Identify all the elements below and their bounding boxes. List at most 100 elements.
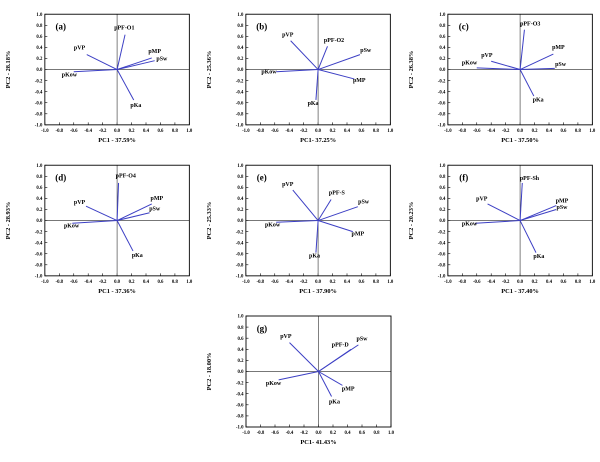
y-tick-label: 1.0 bbox=[36, 164, 43, 169]
vector-pMP bbox=[519, 205, 557, 221]
vector-label-pKa: pKa bbox=[533, 254, 544, 260]
x-tick-label: 0.0 bbox=[316, 431, 323, 436]
y-tick-label: -0.2 bbox=[437, 79, 445, 84]
y-axis-label: PC2 - 20.23% bbox=[408, 202, 415, 240]
plot-frame bbox=[447, 164, 593, 277]
vector-pMP bbox=[318, 69, 355, 80]
vector-label-pKow: pKow bbox=[266, 381, 282, 387]
vector-label-pMP: pMP bbox=[555, 198, 568, 204]
y-tick-label: 0.2 bbox=[439, 208, 446, 213]
vector-label-pKa: pKa bbox=[130, 103, 141, 109]
vector-pKa bbox=[315, 69, 319, 100]
y-tick-label: -0.2 bbox=[437, 230, 445, 235]
x-tick-label: 0.6 bbox=[157, 129, 164, 134]
vector-pPF-D bbox=[318, 348, 352, 372]
loading-vectors: pPF-O4 pMP pVP pSw pKow pKa bbox=[64, 173, 164, 259]
vector-label-pVP: pVP bbox=[481, 53, 493, 59]
x-tick-label: 1.0 bbox=[589, 129, 596, 134]
vector-pKow bbox=[276, 69, 319, 73]
y-tick-label: 0.6 bbox=[238, 186, 245, 191]
y-tick-label: 0.0 bbox=[439, 68, 446, 73]
loading-vectors: pPF-O1 pVP pMP pSw pKow pKa bbox=[62, 26, 168, 109]
vector-label-pMP: pMP bbox=[353, 78, 366, 84]
vector-pVP bbox=[487, 203, 520, 221]
y-tick-label: -0.4 bbox=[236, 90, 244, 95]
x-tick-label: 0.4 bbox=[344, 129, 351, 134]
vector-pPF-S bbox=[318, 199, 332, 221]
vector-pKow bbox=[72, 220, 118, 224]
y-tick-label: 1.0 bbox=[439, 164, 446, 169]
x-tick-label: -1.0 bbox=[444, 280, 452, 285]
x-tick-label: -0.8 bbox=[257, 129, 265, 134]
x-tick-label: 0.6 bbox=[157, 280, 164, 285]
x-tick-label: 0.6 bbox=[359, 431, 366, 436]
x-tick-label: 0.0 bbox=[315, 129, 322, 134]
x-tick-label: -0.4 bbox=[286, 280, 294, 285]
vector-pKa bbox=[318, 371, 332, 397]
vector-label-pVP: pVP bbox=[280, 334, 292, 340]
y-tick-label: 0.0 bbox=[439, 219, 446, 224]
x-tick-label: 1.0 bbox=[186, 129, 193, 134]
x-axis-label: PC1 - 37.59% bbox=[98, 137, 136, 144]
x-tick-label: -0.6 bbox=[271, 129, 279, 134]
x-tick-label: -0.2 bbox=[300, 431, 308, 436]
vector-pKow bbox=[276, 220, 319, 223]
vector-pVP bbox=[290, 40, 319, 70]
panel-letter: (f) bbox=[459, 173, 468, 183]
vector-label-pKa: pKa bbox=[308, 101, 319, 107]
x-tick-label: 1.0 bbox=[388, 280, 395, 285]
x-tick-label: -0.8 bbox=[56, 129, 64, 134]
panel-letter: (b) bbox=[257, 22, 268, 32]
x-tick-label: -0.6 bbox=[70, 129, 78, 134]
pca-panel-d: -1.0-1.0 -0.8 -0.8 -0.6 -0.6 -0.4 -0.4 -0.2 -0.2… bbox=[5, 164, 193, 295]
y-tick-label: -0.6 bbox=[437, 252, 445, 257]
vector-label-pSw: pSw bbox=[361, 48, 373, 54]
y-tick-label: 0.0 bbox=[36, 68, 43, 73]
axis-ticks: -1.0-1.0 -0.8 -0.8 -0.6 -0.6 -0.4 -0.4 -0.2 -0.2… bbox=[437, 13, 595, 134]
vector-label-pKow: pKow bbox=[262, 69, 278, 75]
y-tick-label: -1.0 bbox=[437, 124, 445, 129]
y-axis-label: PC2 - 28.18% bbox=[5, 51, 12, 89]
y-tick-label: 1.0 bbox=[36, 13, 43, 18]
x-tick-label: -0.6 bbox=[473, 280, 481, 285]
y-tick-label: -1.0 bbox=[236, 275, 244, 280]
vector-pVP bbox=[85, 205, 118, 221]
x-tick-label: 0.8 bbox=[172, 280, 179, 285]
vector-pSw bbox=[519, 208, 557, 222]
vector-pKa bbox=[519, 69, 534, 97]
y-tick-label: -0.4 bbox=[236, 241, 244, 246]
y-tick-label: -0.8 bbox=[437, 112, 445, 117]
y-tick-label: -0.8 bbox=[236, 112, 244, 117]
vector-pSw bbox=[318, 54, 361, 71]
vector-label-pPF-O3: pPF-O3 bbox=[520, 21, 540, 27]
vector-label-pMP: pMP bbox=[151, 196, 164, 202]
x-axis-label: PC1 - 37.50% bbox=[501, 137, 539, 144]
vector-label-pKow: pKow bbox=[462, 61, 478, 67]
plot-frame bbox=[44, 164, 190, 277]
vector-label-pKow: pKow bbox=[265, 223, 281, 229]
y-tick-label: 0.8 bbox=[439, 24, 446, 29]
y-tick-label: -0.2 bbox=[35, 230, 43, 235]
y-tick-label: 0.4 bbox=[439, 197, 446, 202]
y-tick-label: 0.6 bbox=[36, 35, 43, 40]
y-tick-label: -1.0 bbox=[236, 426, 244, 431]
vector-pSw bbox=[519, 67, 555, 71]
vector-label-pSw: pSw bbox=[156, 57, 168, 63]
plot-frame bbox=[245, 13, 392, 126]
x-tick-label: -0.8 bbox=[257, 431, 265, 436]
vector-pVP bbox=[289, 342, 319, 372]
x-tick-label: -1.0 bbox=[242, 280, 250, 285]
vector-label-pVP: pVP bbox=[476, 197, 488, 203]
y-tick-label: -0.6 bbox=[236, 252, 244, 257]
x-tick-label: 0.2 bbox=[129, 129, 136, 134]
vector-label-pKow: pKow bbox=[62, 73, 78, 79]
vector-pKa bbox=[116, 220, 134, 252]
vector-label-pMP: pMP bbox=[352, 231, 365, 237]
y-tick-label: 0.0 bbox=[238, 370, 245, 375]
y-tick-label: 0.8 bbox=[36, 24, 43, 29]
y-tick-label: 0.2 bbox=[238, 359, 245, 364]
panel-letter: (d) bbox=[55, 173, 66, 183]
x-tick-label: 0.2 bbox=[330, 129, 337, 134]
vector-pPF-O2 bbox=[317, 46, 329, 70]
